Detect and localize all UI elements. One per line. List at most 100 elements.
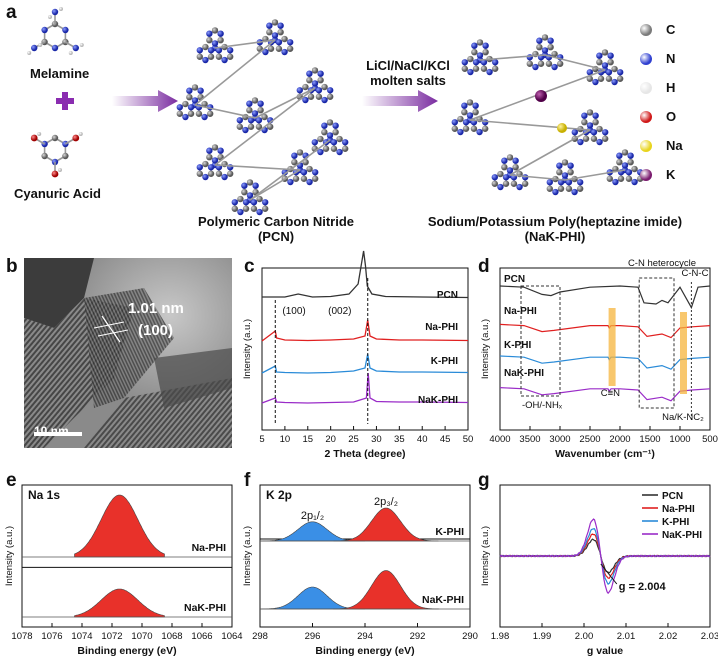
atom <box>237 208 244 216</box>
bond <box>194 104 256 119</box>
element-legend: C N H O Na K <box>640 22 710 202</box>
panel-d-series-na-phi <box>499 323 711 339</box>
atom <box>58 168 62 172</box>
plus-v <box>62 92 68 110</box>
panel-g-ylabel: Intensity (a.u.) <box>480 526 491 586</box>
panel-c-xtick-label: 5 <box>259 434 264 445</box>
atom <box>612 178 619 186</box>
atom <box>231 199 239 206</box>
atom <box>187 110 195 117</box>
panel-g-xtick-label: 1.99 <box>533 631 552 642</box>
bond <box>509 129 591 176</box>
panel-d-ann-oh: -OH/-NHₓ <box>522 400 563 411</box>
atom <box>476 52 484 59</box>
panel-c-ylabel: Intensity (a.u.) <box>242 319 253 379</box>
atom <box>486 68 493 76</box>
panel-c-xtick-label: 45 <box>440 434 451 445</box>
atom <box>547 44 554 51</box>
atom <box>590 129 598 136</box>
atom <box>215 47 223 54</box>
atom <box>41 152 48 160</box>
atom <box>207 53 215 60</box>
atom <box>231 205 239 212</box>
panel-g-xlabel: g value <box>587 645 623 657</box>
atom <box>217 147 224 154</box>
atom <box>621 149 629 156</box>
atom <box>482 49 489 56</box>
atom <box>246 192 254 199</box>
atom <box>191 84 199 91</box>
atom <box>277 29 284 36</box>
panel-c-xtick-label: 50 <box>463 434 474 445</box>
atom <box>191 97 199 104</box>
atom <box>567 162 574 169</box>
atom <box>267 45 275 52</box>
atom <box>255 117 263 124</box>
atom <box>286 39 294 46</box>
atom <box>590 135 598 142</box>
atom <box>472 59 480 66</box>
atom <box>470 125 478 132</box>
legend-ball-h <box>640 81 652 94</box>
panel-d-xtick-label: 2000 <box>609 434 630 445</box>
panel-e-title: Na 1s <box>28 488 60 502</box>
panel-f-ann-peak2: 2p₃/₂ <box>374 496 398 508</box>
arrow-1 <box>112 90 178 112</box>
panel-c-xtick-label: 10 <box>280 434 291 445</box>
atom <box>196 47 204 54</box>
legend-row-o: O <box>640 109 676 124</box>
panel-g-legend-label: NaK-PHI <box>662 530 702 541</box>
atom <box>541 47 549 54</box>
atom <box>481 125 489 132</box>
atom <box>552 188 559 196</box>
atom <box>261 205 269 212</box>
atom <box>206 147 213 154</box>
atom <box>51 44 59 52</box>
panel-f-xtick-label: 296 <box>305 631 321 642</box>
atom <box>336 148 343 156</box>
panel-c-xtick-label: 40 <box>417 434 428 445</box>
panel-f-peak <box>260 586 365 610</box>
panel-c-xtick-label: 20 <box>325 434 336 445</box>
atom <box>326 87 334 94</box>
atom <box>72 44 79 52</box>
atom <box>250 199 258 206</box>
atom <box>51 170 59 178</box>
atom <box>202 173 209 181</box>
atom <box>257 107 264 114</box>
atom <box>625 169 633 176</box>
panel-e-xtick-label: 1078 <box>11 631 32 642</box>
atom <box>625 175 633 182</box>
atom <box>571 129 579 136</box>
atom <box>631 178 638 186</box>
atom <box>330 139 338 146</box>
panel-d-band-cn <box>608 308 616 386</box>
atom <box>502 174 510 181</box>
atom <box>571 188 578 196</box>
atom <box>241 189 248 196</box>
atom <box>512 157 519 164</box>
atom <box>471 49 478 56</box>
atom <box>565 185 573 192</box>
atom <box>326 93 334 100</box>
atom <box>271 32 279 39</box>
panel-d-xtick-label: 1500 <box>639 434 660 445</box>
panel-c-series-label: PCN <box>437 290 458 301</box>
atom <box>226 170 234 177</box>
atom <box>300 169 308 176</box>
panel-f-peak <box>333 507 439 542</box>
panel-g-xtick-label: 2.02 <box>659 631 678 642</box>
atom <box>197 87 204 94</box>
atom <box>592 119 599 126</box>
atom <box>275 39 283 46</box>
atom <box>501 157 508 164</box>
legend-text-na: Na <box>666 138 683 153</box>
atom <box>207 47 215 54</box>
panel-d-box-cn <box>638 277 675 409</box>
panel-f-xlabel: Binding energy (eV) <box>315 645 414 657</box>
atom <box>48 15 52 19</box>
atom <box>317 70 324 77</box>
panel-e-xlabel: Binding energy (eV) <box>77 645 176 657</box>
panel-g-ann-gval: g = 2.004 <box>619 581 667 593</box>
atom <box>207 170 215 177</box>
